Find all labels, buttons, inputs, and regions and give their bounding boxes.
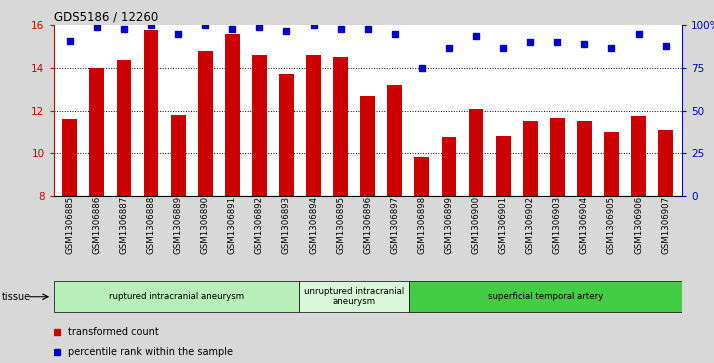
Text: GSM1306901: GSM1306901 xyxy=(498,196,508,254)
Text: GSM1306886: GSM1306886 xyxy=(92,196,101,254)
Text: GSM1306890: GSM1306890 xyxy=(201,196,210,254)
Text: GSM1306892: GSM1306892 xyxy=(255,196,264,254)
Text: GSM1306906: GSM1306906 xyxy=(634,196,643,254)
Text: GSM1306907: GSM1306907 xyxy=(661,196,670,254)
Bar xyxy=(414,156,429,196)
Text: GSM1306889: GSM1306889 xyxy=(174,196,183,254)
Bar xyxy=(388,85,402,196)
Bar xyxy=(658,130,673,196)
Bar xyxy=(171,115,186,196)
Text: GSM1306899: GSM1306899 xyxy=(444,196,453,254)
Bar xyxy=(306,55,321,196)
Text: GSM1306894: GSM1306894 xyxy=(309,196,318,254)
Text: GSM1306896: GSM1306896 xyxy=(363,196,372,254)
Text: GSM1306902: GSM1306902 xyxy=(526,196,535,254)
Bar xyxy=(252,55,267,196)
Bar xyxy=(62,119,77,196)
Text: ruptured intracranial aneurysm: ruptured intracranial aneurysm xyxy=(109,292,244,301)
Text: GSM1306895: GSM1306895 xyxy=(336,196,345,254)
Text: GSM1306903: GSM1306903 xyxy=(553,196,562,254)
Text: tissue: tissue xyxy=(1,292,31,302)
Text: GSM1306888: GSM1306888 xyxy=(146,196,156,254)
Text: GSM1306904: GSM1306904 xyxy=(580,196,589,254)
Bar xyxy=(225,34,240,196)
Text: transformed count: transformed count xyxy=(68,327,159,337)
Bar xyxy=(523,121,538,196)
Bar xyxy=(604,132,619,196)
Bar xyxy=(89,68,104,196)
Bar xyxy=(441,137,456,196)
Bar xyxy=(299,281,408,312)
Text: GSM1306905: GSM1306905 xyxy=(607,196,616,254)
Text: GDS5186 / 12260: GDS5186 / 12260 xyxy=(54,11,158,24)
Bar xyxy=(631,116,646,196)
Text: percentile rank within the sample: percentile rank within the sample xyxy=(68,347,233,357)
Bar xyxy=(144,30,159,196)
Text: GSM1306885: GSM1306885 xyxy=(65,196,74,254)
Bar xyxy=(198,51,213,196)
Bar xyxy=(333,57,348,196)
Text: superficial temporal artery: superficial temporal artery xyxy=(488,292,603,301)
Bar xyxy=(577,121,592,196)
Bar xyxy=(116,60,131,196)
Bar xyxy=(496,136,511,196)
Bar xyxy=(361,96,375,196)
Text: GSM1306900: GSM1306900 xyxy=(471,196,481,254)
Bar xyxy=(279,74,294,196)
Text: GSM1306897: GSM1306897 xyxy=(391,196,399,254)
Text: GSM1306887: GSM1306887 xyxy=(119,196,129,254)
Bar xyxy=(408,281,682,312)
Text: GSM1306898: GSM1306898 xyxy=(418,196,426,254)
Text: GSM1306893: GSM1306893 xyxy=(282,196,291,254)
Text: GSM1306891: GSM1306891 xyxy=(228,196,237,254)
Bar xyxy=(550,118,565,196)
Bar xyxy=(54,281,299,312)
Bar xyxy=(468,109,483,196)
Text: unruptured intracranial
aneurysm: unruptured intracranial aneurysm xyxy=(304,287,404,306)
